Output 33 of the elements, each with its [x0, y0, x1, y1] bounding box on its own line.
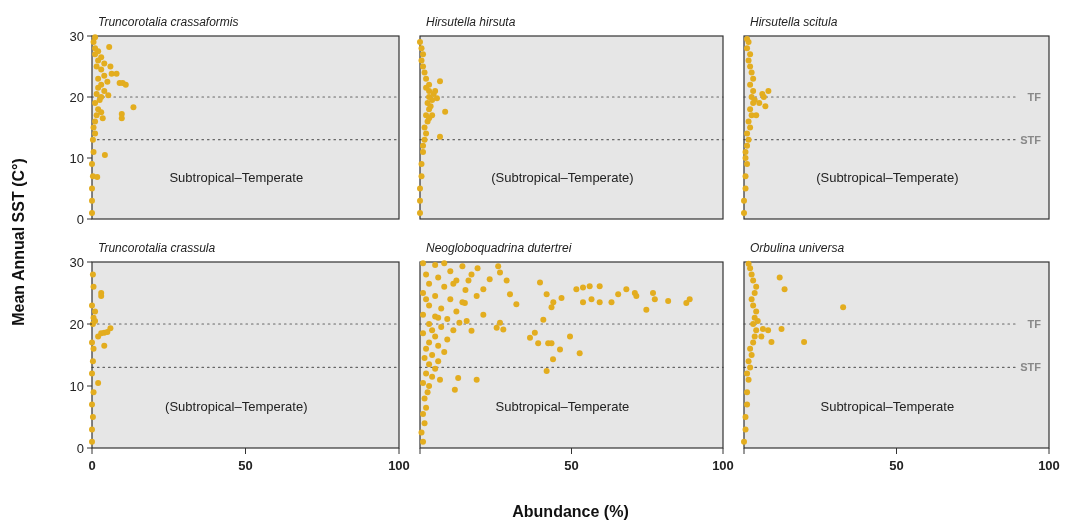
ref-line-label: STF [1020, 133, 1042, 146]
annotation: Subtropical–Temperate [495, 398, 630, 414]
y-tick-label: 30 [69, 254, 84, 270]
y-tick-label: 0 [76, 211, 84, 227]
chart-title: Truncorotalia crassaformis [98, 15, 239, 29]
x-tick-label: 50 [564, 458, 579, 473]
y-tick-label: 20 [69, 89, 84, 105]
y-tick-label: 10 [69, 150, 84, 166]
y-tick-label: 0 [76, 440, 84, 456]
annotation: Subtropical–Temperate [820, 398, 955, 414]
ref-line-label: TF [1027, 318, 1042, 330]
x-tick-label: 0 [88, 458, 96, 473]
annotation: Subtropical–Temperate [169, 170, 304, 186]
annotation: (Subtropical–Temperate) [165, 398, 308, 414]
chart-title: Neogloboquadrina dutertrei [426, 241, 572, 255]
y-tick-label: 30 [69, 28, 84, 44]
y-tick-label: 20 [69, 316, 84, 332]
x-tick-label: 100 [1038, 458, 1060, 473]
chart-title: Truncorotalia crassula [98, 241, 216, 255]
x-tick-label: 50 [238, 458, 253, 473]
x-tick-label: 50 [889, 458, 904, 473]
chart-title: Hirsutella scitula [750, 15, 838, 29]
y-tick-label: 10 [69, 378, 84, 394]
chart-title: Orbulina universa [750, 241, 845, 255]
ref-line-label: TF [1027, 91, 1042, 103]
ref-line-label: STF [1020, 361, 1042, 374]
chart-title: Hirsutella hirsuta [426, 15, 516, 29]
y-axis-title: Mean Annual SST (C°) [10, 158, 27, 326]
x-tick-label: 100 [388, 458, 410, 473]
annotation: (Subtropical–Temperate) [816, 170, 959, 186]
x-axis-title: Abundance (%) [512, 503, 629, 520]
x-tick-label: 100 [712, 458, 734, 473]
annotation: (Subtropical–Temperate) [491, 170, 634, 186]
